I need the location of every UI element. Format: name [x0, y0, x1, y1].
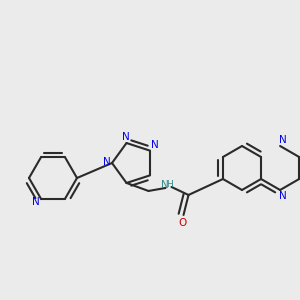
Text: N: N: [151, 140, 159, 150]
Text: H: H: [166, 181, 173, 190]
Text: N: N: [32, 197, 40, 207]
Text: N: N: [279, 191, 287, 201]
Text: N: N: [122, 132, 129, 142]
Text: N: N: [103, 157, 111, 167]
Text: N: N: [160, 180, 168, 190]
Text: O: O: [178, 218, 187, 228]
Text: N: N: [279, 135, 287, 145]
